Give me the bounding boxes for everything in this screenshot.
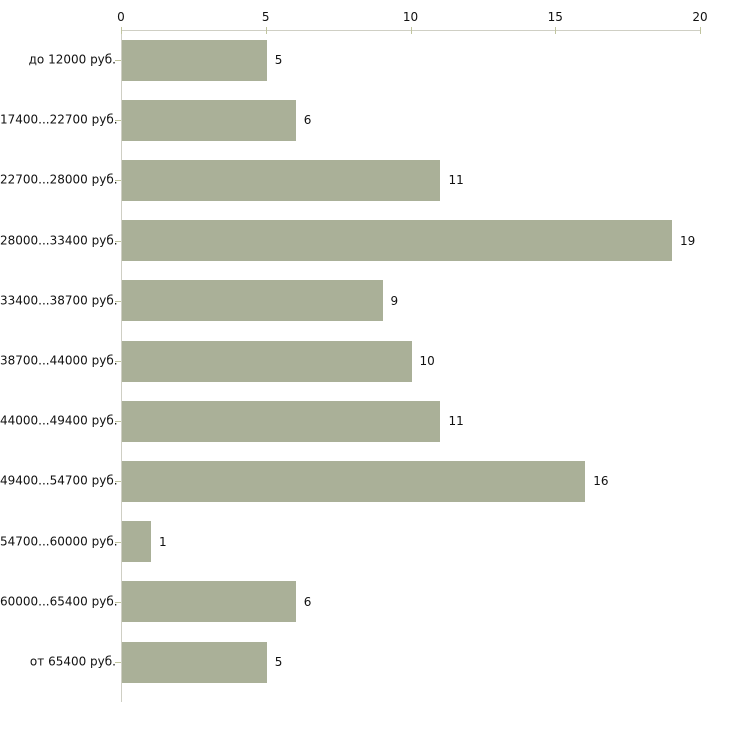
- category-label: 54700...60000 руб.: [0, 534, 118, 549]
- bar: [122, 39, 267, 81]
- bar-value-label: 9: [390, 293, 399, 308]
- bar-value-label: 11: [448, 173, 464, 188]
- bar-value-label: 11: [448, 414, 464, 429]
- y-axis-tick-mark: [115, 601, 121, 603]
- y-axis-tick-mark: [115, 240, 121, 242]
- y-axis-tick-mark: [115, 421, 121, 423]
- x-axis-tick-mark: [555, 27, 557, 34]
- y-axis-tick-mark: [115, 541, 121, 543]
- x-axis-tick-mark: [410, 27, 412, 34]
- category-label: от 65400 руб.: [29, 654, 116, 669]
- bar: [122, 99, 296, 141]
- x-axis-tick-label: 10: [402, 10, 419, 24]
- bar: [122, 641, 267, 683]
- x-axis-tick-label: 15: [547, 10, 563, 24]
- bar: [122, 460, 586, 502]
- category-label: 44000...49400 руб.: [0, 413, 118, 428]
- bar: [122, 581, 296, 623]
- bar: [122, 220, 673, 262]
- bar-value-label: 6: [303, 113, 312, 128]
- x-axis-tick-label: 5: [261, 10, 270, 24]
- y-axis-line: [121, 30, 122, 702]
- category-label: 22700...28000 руб.: [0, 172, 118, 187]
- y-axis-tick-mark: [115, 361, 121, 362]
- category-label: 33400...38700 руб.: [0, 293, 118, 308]
- y-axis-tick-mark: [115, 300, 121, 302]
- bar-value-label: 19: [680, 233, 696, 248]
- y-axis-tick-mark: [115, 481, 121, 483]
- category-label: 60000...65400 руб.: [0, 594, 118, 609]
- bar-value-label: 6: [303, 594, 312, 609]
- x-axis-tick-mark: [265, 27, 267, 34]
- bar: [122, 280, 383, 322]
- category-label: 38700...44000 руб.: [0, 353, 118, 368]
- y-axis-tick-mark: [115, 662, 121, 663]
- x-axis-tick-mark: [700, 27, 701, 34]
- bar: [122, 521, 151, 563]
- bar: [122, 159, 441, 201]
- x-axis-tick-label: 20: [692, 10, 708, 24]
- category-label: 28000...33400 руб.: [0, 233, 118, 248]
- bar-value-label: 10: [419, 354, 435, 368]
- bar: [122, 340, 412, 382]
- bar-value-label: 16: [593, 474, 609, 489]
- bar-value-label: 1: [158, 534, 167, 549]
- category-label: 49400...54700 руб.: [0, 473, 118, 488]
- category-label: до 12000 руб.: [28, 52, 116, 67]
- y-axis-tick-mark: [115, 120, 121, 122]
- y-axis-tick-mark: [115, 180, 121, 182]
- bar-value-label: 5: [274, 655, 283, 669]
- bar: [122, 400, 441, 442]
- x-axis-tick-mark: [121, 27, 122, 34]
- y-axis-tick-mark: [115, 60, 121, 61]
- x-axis-tick-label: 0: [117, 10, 125, 24]
- bar-value-label: 5: [274, 53, 283, 67]
- category-label: 17400...22700 руб.: [0, 112, 118, 127]
